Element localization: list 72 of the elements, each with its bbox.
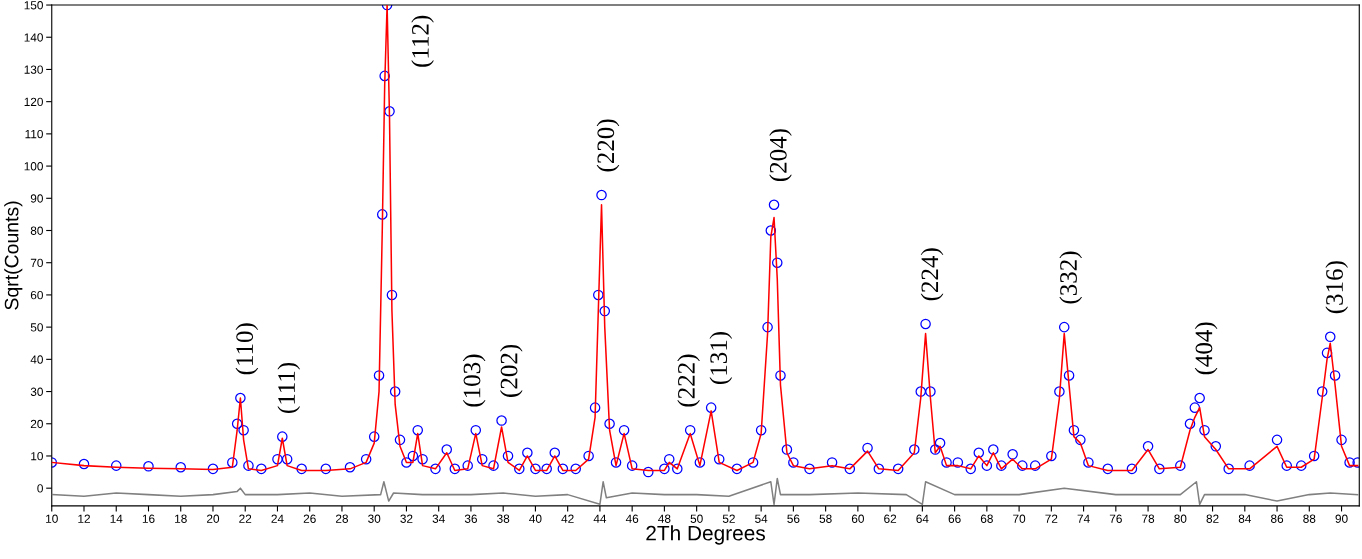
- x-tick-label: 28: [335, 514, 349, 523]
- x-tick-label: 86: [1271, 514, 1284, 523]
- x-tick-label: 58: [819, 514, 832, 523]
- y-tick-label: 30: [30, 387, 43, 396]
- y-tick-label: 0: [37, 484, 43, 493]
- annotation: (112): [411, 15, 434, 67]
- annotation: (131): [709, 332, 733, 385]
- x-tick-label: 16: [142, 514, 155, 523]
- y-tick-label: 120: [24, 97, 43, 107]
- x-tick-label: 24: [271, 514, 284, 523]
- x-tick-label: 42: [561, 514, 574, 523]
- x-tick-label: 74: [1077, 514, 1090, 523]
- x-tick-label: 14: [110, 514, 123, 523]
- x-tick-label: 20: [207, 514, 220, 523]
- x-tick-label: 34: [432, 514, 445, 523]
- x-tick-label: 54: [755, 514, 768, 523]
- x-tick-label: 80: [1174, 514, 1187, 523]
- x-tick-label: 44: [593, 514, 607, 523]
- y-tick-label: 40: [30, 355, 43, 364]
- y-tick-label: 100: [24, 162, 43, 171]
- annotation: (110): [235, 323, 259, 375]
- annotation: (111): [277, 362, 301, 413]
- y-tick-label: 150: [24, 1, 43, 10]
- x-axis-title: 2Th Degrees: [646, 525, 765, 545]
- y-tick-label: 50: [30, 323, 43, 332]
- x-tick-label: 48: [658, 514, 671, 523]
- x-tick-label: 40: [529, 514, 542, 523]
- annotation: (332): [1059, 251, 1083, 304]
- x-tick-label: 10: [46, 514, 58, 523]
- x-tick-label: 36: [464, 514, 477, 523]
- x-tick-label: 56: [787, 514, 800, 523]
- x-tick-label: 84: [1238, 514, 1252, 523]
- x-tick-label: 38: [497, 514, 510, 523]
- x-tick-label: 78: [1142, 514, 1155, 523]
- x-tick-label: 76: [1109, 514, 1122, 523]
- annotation: (404): [1194, 322, 1218, 375]
- y-tick-label: 110: [25, 129, 43, 139]
- y-tick-label: 70: [30, 258, 43, 268]
- x-tick-label: 82: [1206, 514, 1219, 523]
- x-tick-label: 70: [1013, 514, 1026, 523]
- y-tick-label: 90: [30, 194, 43, 203]
- y-tick-label: 140: [24, 33, 43, 42]
- x-tick-label: 90: [1335, 514, 1348, 523]
- x-tick-label: 46: [625, 514, 639, 523]
- y-tick-label: 60: [30, 290, 43, 300]
- annotation: (220): [596, 119, 620, 172]
- x-tick-label: 62: [884, 514, 897, 523]
- x-tick-label: 32: [400, 514, 413, 523]
- x-tick-label: 26: [303, 514, 316, 523]
- x-tick-label: 12: [78, 514, 90, 523]
- x-tick-label: 68: [980, 514, 993, 523]
- x-tick-label: 18: [175, 514, 187, 523]
- x-tick-label: 64: [916, 514, 929, 523]
- y-tick-label: 130: [24, 65, 43, 74]
- annotation: (316): [1325, 261, 1349, 314]
- annotation: (204): [769, 129, 792, 182]
- annotation: (202): [499, 344, 523, 397]
- y-axis-title: Sqrt(Counts): [4, 201, 23, 310]
- x-tick-label: 66: [948, 514, 961, 523]
- x-tick-label: 52: [722, 514, 735, 523]
- y-tick-label: 80: [30, 226, 43, 235]
- x-tick-label: 88: [1303, 514, 1316, 523]
- annotation: (224): [920, 248, 944, 301]
- annotation: (103): [462, 354, 486, 407]
- x-tick-label: 72: [1045, 514, 1058, 523]
- y-tick-label: 20: [30, 419, 43, 429]
- y-tick-label: 10: [31, 452, 43, 461]
- x-tick-label: 22: [239, 514, 252, 523]
- x-tick-label: 30: [368, 514, 381, 523]
- x-tick-label: 60: [851, 514, 864, 523]
- x-tick-label: 50: [690, 514, 703, 523]
- annotation: (222): [677, 354, 700, 407]
